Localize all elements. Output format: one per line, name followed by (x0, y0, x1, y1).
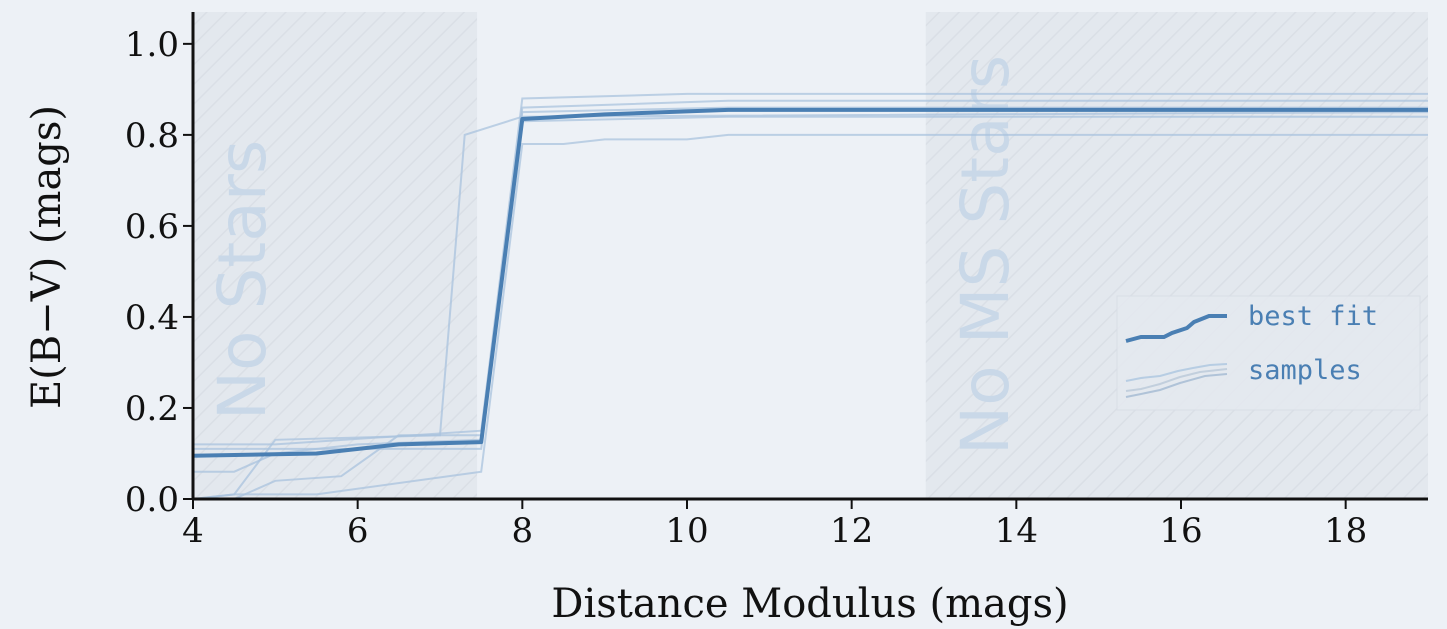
y-tick-label: 0.6 (125, 207, 179, 247)
legend-box (1116, 295, 1421, 411)
legend-samples-swatch-3 (1125, 373, 1228, 398)
best-fit-line (192, 107, 1428, 458)
x-tick-label: 4 (182, 511, 204, 551)
x-tick-label: 16 (1159, 511, 1202, 551)
y-tick-label: 1.0 (125, 25, 179, 65)
legend: best fit samples (1116, 295, 1421, 411)
region-no-stars (193, 12, 478, 499)
y-tick-label: 0.8 (125, 116, 179, 156)
x-tick-label: 6 (347, 511, 369, 551)
region-label-no-ms-stars: No MS Stars (947, 55, 1024, 455)
sample-line-2 (193, 92, 1428, 446)
y-tick-label: 0.0 (125, 480, 179, 520)
region-label-no-stars: No Stars (204, 140, 281, 420)
x-tick-label: 10 (665, 511, 708, 551)
x-axis-label: Distance Modulus (mags) (551, 581, 1068, 627)
legend-samples-label: samples (1248, 355, 1362, 386)
y-ticks: 0.0 0.2 0.4 0.6 0.8 1.0 (125, 25, 193, 520)
y-tick-label: 0.2 (125, 389, 179, 429)
legend-best-fit-label: best fit (1248, 301, 1378, 332)
x-ticks: 4 6 8 10 12 14 16 18 (182, 499, 1367, 551)
legend-samples-swatch-2 (1125, 368, 1228, 392)
x-tick-label: 8 (512, 511, 534, 551)
x-tick-label: 18 (1324, 511, 1367, 551)
y-tick-label: 0.4 (125, 298, 179, 338)
best-fit-line-group (192, 107, 1428, 458)
legend-best-fit-swatch (1125, 314, 1227, 343)
sample-line-6 (193, 106, 1428, 500)
legend-samples-swatch-1 (1125, 363, 1228, 382)
x-tick-label: 14 (995, 511, 1038, 551)
shaded-regions: No Stars No MS Stars (193, 12, 1428, 499)
x-tick-label: 12 (830, 511, 873, 551)
sample-line-3 (192, 133, 1428, 500)
axes (191, 12, 1428, 501)
y-axis-label: E(B−V) (mags) (24, 105, 70, 409)
